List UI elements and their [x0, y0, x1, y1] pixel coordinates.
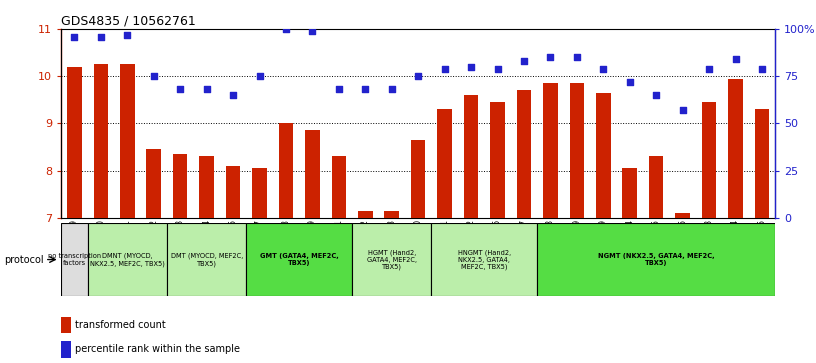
- Point: [306, 28, 319, 34]
- Bar: [120, 65, 135, 218]
- Bar: [437, 109, 452, 218]
- Point: [359, 86, 372, 92]
- Bar: [147, 150, 161, 218]
- Point: [411, 73, 424, 79]
- Bar: [517, 90, 531, 218]
- Point: [650, 92, 663, 98]
- Point: [174, 86, 187, 92]
- Text: GDS4835 / 10562761: GDS4835 / 10562761: [61, 15, 196, 28]
- Bar: [358, 211, 373, 218]
- Point: [517, 58, 530, 64]
- Point: [623, 79, 636, 85]
- Bar: [411, 140, 425, 218]
- Bar: [305, 130, 320, 218]
- Point: [147, 73, 160, 79]
- Text: NGMT (NKX2.5, GATA4, MEF2C,
TBX5): NGMT (NKX2.5, GATA4, MEF2C, TBX5): [598, 253, 715, 266]
- Point: [68, 34, 81, 40]
- Bar: [676, 213, 690, 218]
- Point: [464, 64, 477, 70]
- Text: HNGMT (Hand2,
NKX2.5, GATA4,
MEF2C, TBX5): HNGMT (Hand2, NKX2.5, GATA4, MEF2C, TBX5…: [458, 249, 511, 270]
- Bar: [702, 102, 716, 218]
- Text: protocol: protocol: [4, 254, 44, 265]
- Bar: [246, 223, 352, 296]
- Bar: [87, 223, 167, 296]
- Bar: [61, 317, 72, 333]
- Bar: [331, 156, 346, 218]
- Bar: [352, 223, 432, 296]
- Bar: [649, 156, 663, 218]
- Point: [676, 107, 690, 113]
- Bar: [432, 223, 537, 296]
- Bar: [543, 83, 557, 218]
- Bar: [755, 109, 769, 218]
- Bar: [570, 83, 584, 218]
- Bar: [596, 93, 610, 218]
- Text: DMNT (MYOCD,
NKX2.5, MEF2C, TBX5): DMNT (MYOCD, NKX2.5, MEF2C, TBX5): [90, 253, 165, 266]
- Point: [253, 73, 266, 79]
- Bar: [537, 223, 775, 296]
- Text: DMT (MYOCD, MEF2C,
TBX5): DMT (MYOCD, MEF2C, TBX5): [171, 253, 243, 266]
- Bar: [490, 102, 505, 218]
- Bar: [226, 166, 241, 218]
- Point: [570, 54, 583, 60]
- Bar: [167, 223, 246, 296]
- Bar: [94, 65, 109, 218]
- Point: [332, 86, 345, 92]
- Point: [756, 66, 769, 72]
- Text: no transcription
factors: no transcription factors: [48, 253, 101, 266]
- Point: [491, 66, 504, 72]
- Text: percentile rank within the sample: percentile rank within the sample: [75, 344, 241, 354]
- Bar: [623, 168, 637, 218]
- Point: [438, 66, 451, 72]
- Point: [121, 32, 134, 38]
- Point: [729, 56, 742, 62]
- Point: [703, 66, 716, 72]
- Bar: [252, 168, 267, 218]
- Bar: [61, 341, 72, 358]
- Bar: [199, 156, 214, 218]
- Point: [596, 66, 610, 72]
- Text: HGMT (Hand2,
GATA4, MEF2C,
TBX5): HGMT (Hand2, GATA4, MEF2C, TBX5): [366, 249, 417, 270]
- Point: [200, 86, 213, 92]
- Bar: [61, 223, 87, 296]
- Bar: [384, 211, 399, 218]
- Bar: [173, 154, 188, 218]
- Point: [279, 26, 292, 32]
- Point: [95, 34, 108, 40]
- Text: GMT (GATA4, MEF2C,
TBX5): GMT (GATA4, MEF2C, TBX5): [259, 253, 339, 266]
- Bar: [67, 67, 82, 218]
- Bar: [463, 95, 478, 218]
- Point: [227, 92, 240, 98]
- Point: [385, 86, 398, 92]
- Bar: [279, 123, 293, 218]
- Bar: [728, 79, 743, 218]
- Point: [544, 54, 557, 60]
- Text: transformed count: transformed count: [75, 320, 166, 330]
